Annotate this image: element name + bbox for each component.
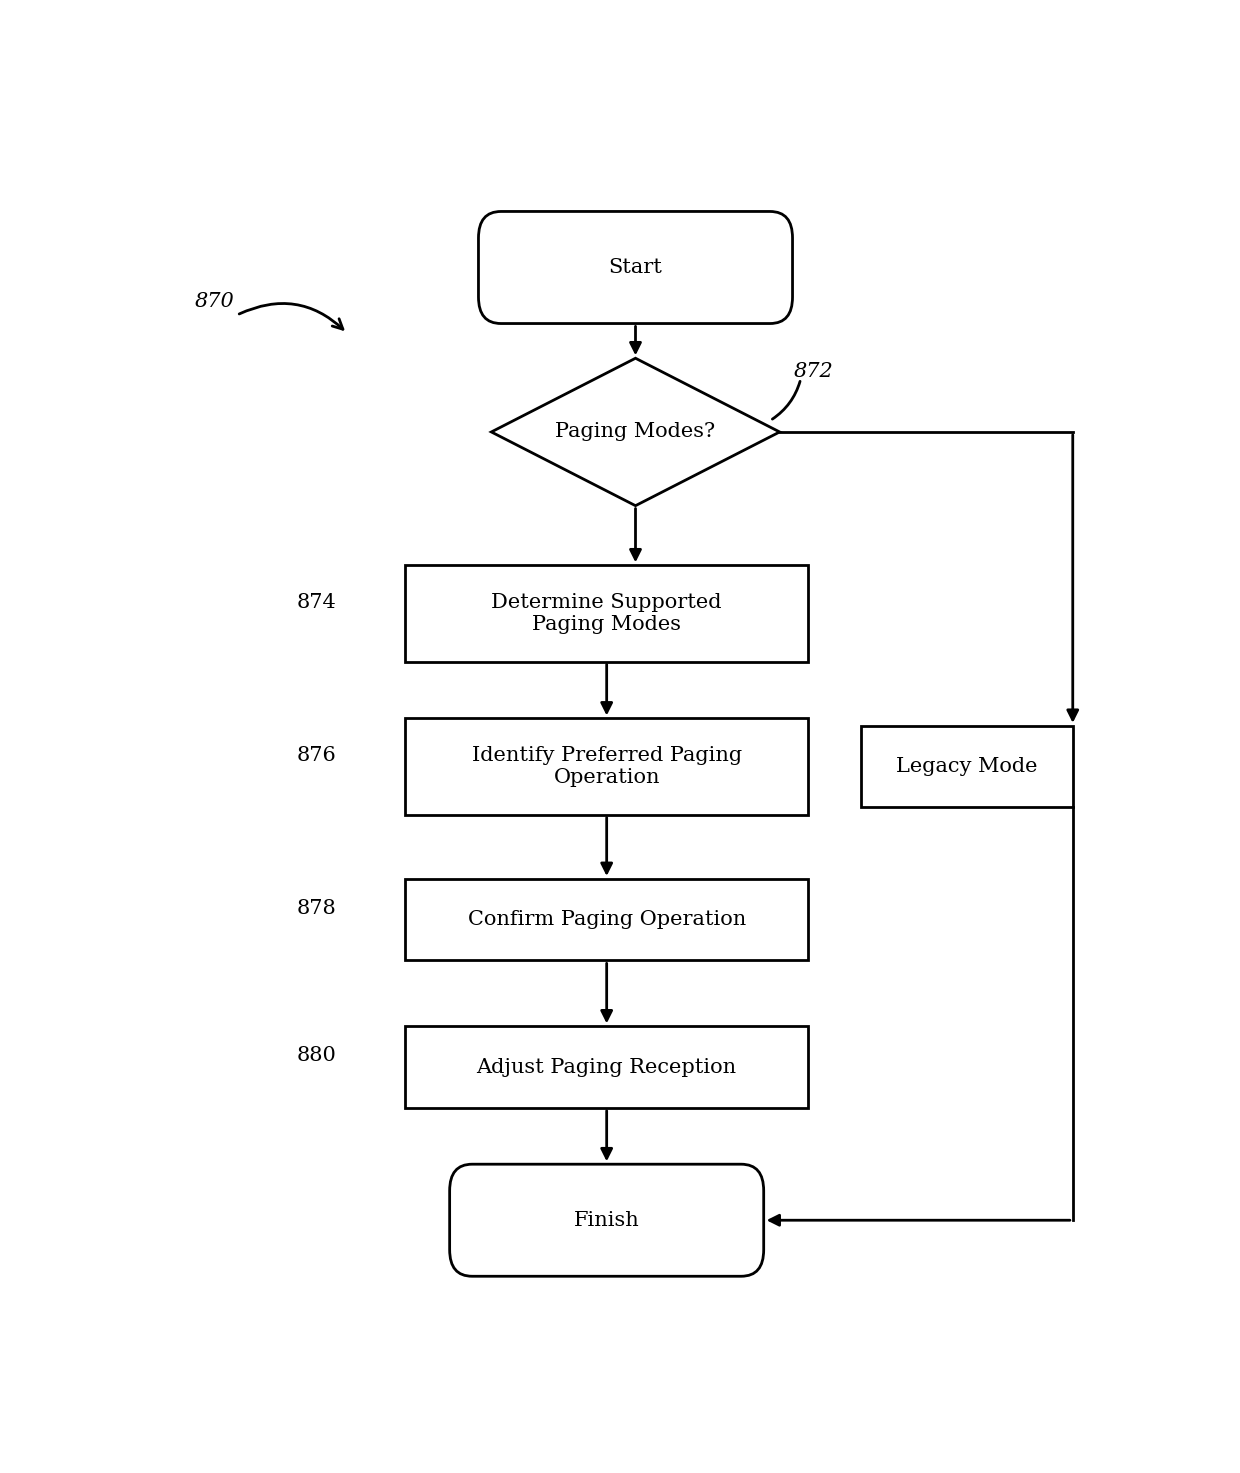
Text: 880: 880 (296, 1046, 336, 1065)
Text: 872: 872 (794, 362, 833, 382)
Text: 874: 874 (296, 592, 336, 611)
Text: Adjust Paging Reception: Adjust Paging Reception (476, 1058, 737, 1077)
Text: 878: 878 (296, 899, 336, 918)
FancyBboxPatch shape (450, 1164, 764, 1276)
Bar (862, 726, 1073, 807)
Bar (404, 1027, 808, 1108)
Bar (404, 879, 808, 960)
FancyBboxPatch shape (479, 212, 792, 324)
Bar (404, 719, 808, 815)
Text: Legacy Mode: Legacy Mode (897, 757, 1038, 776)
Text: Confirm Paging Operation: Confirm Paging Operation (467, 910, 745, 929)
Polygon shape (491, 358, 780, 505)
Text: 876: 876 (296, 745, 336, 764)
Bar (404, 566, 808, 661)
Text: Identify Preferred Paging
Operation: Identify Preferred Paging Operation (471, 745, 742, 787)
Text: 870: 870 (195, 292, 234, 311)
Text: Finish: Finish (574, 1211, 640, 1230)
Text: Determine Supported
Paging Modes: Determine Supported Paging Modes (491, 594, 722, 633)
Text: Paging Modes?: Paging Modes? (556, 423, 715, 442)
Text: Start: Start (609, 258, 662, 277)
